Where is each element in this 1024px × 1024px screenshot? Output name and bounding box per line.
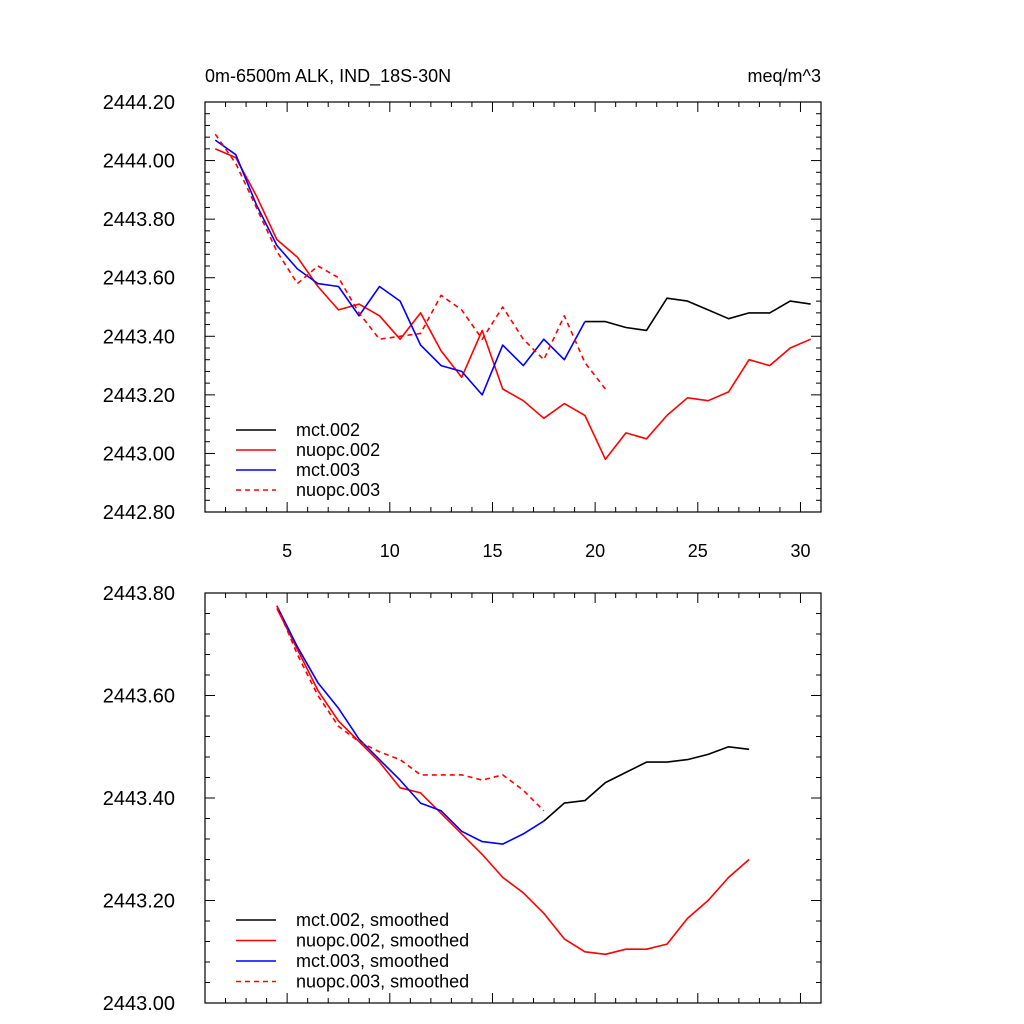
top-y-tick-label: 2444.00 bbox=[103, 151, 175, 173]
top-x-tick-label: 20 bbox=[585, 541, 605, 561]
top-x-tick-label: 15 bbox=[482, 541, 502, 561]
top-x-tick-label: 30 bbox=[790, 541, 810, 561]
top-title-left: 0m-6500m ALK, IND_18S-30N bbox=[205, 66, 451, 87]
bottom-y-tick-label: 2443.60 bbox=[103, 686, 175, 708]
bottom-series-line-0 bbox=[543, 745, 750, 822]
top-panel: 0m-6500m ALK, IND_18S-30N meq/m^3 5 10 15 2… bbox=[103, 66, 822, 561]
top-y-tick-label: 2443.80 bbox=[103, 209, 175, 231]
top-x-tick-label: 25 bbox=[688, 541, 708, 561]
bottom-legend-label-0: mct.002, smoothed bbox=[296, 910, 449, 930]
top-series-line-3 bbox=[214, 133, 607, 390]
bottom-y-tick-label: 2443.20 bbox=[103, 891, 175, 913]
bottom-legend-label-2: mct.003, smoothed bbox=[296, 951, 449, 971]
top-legend-label-2: mct.003 bbox=[296, 460, 360, 480]
top-series-line-1 bbox=[214, 148, 812, 461]
top-title-right: meq/m^3 bbox=[748, 66, 821, 86]
bottom-series-line-1 bbox=[276, 608, 750, 956]
bottom-panel: 2443.00 2443.20 2443.40 2443.60 2443.80 mct.0… bbox=[103, 583, 822, 1015]
bottom-y-tick-label: 2443.00 bbox=[103, 993, 175, 1015]
top-series-line-2 bbox=[214, 139, 586, 396]
top-y-tick-label: 2443.00 bbox=[103, 443, 175, 465]
top-legend-label-3: nuopc.003 bbox=[296, 480, 380, 500]
top-y-tick-label: 2443.20 bbox=[103, 385, 175, 407]
top-x-tick-label: 5 bbox=[282, 541, 292, 561]
bottom-legend-label-3: nuopc.003, smoothed bbox=[296, 972, 469, 992]
top-y-tick-label: 2443.40 bbox=[103, 326, 175, 348]
bottom-y-tick-label: 2443.40 bbox=[103, 788, 175, 810]
top-legend-label-0: mct.002 bbox=[296, 420, 360, 440]
bottom-y-tick-label: 2443.80 bbox=[103, 583, 175, 605]
bottom-series-line-2 bbox=[276, 605, 545, 845]
top-series-line-0 bbox=[584, 297, 811, 332]
bottom-series-line-3 bbox=[276, 605, 545, 812]
top-legend-label-1: nuopc.002 bbox=[296, 440, 380, 460]
top-y-tick-label: 2442.80 bbox=[103, 502, 175, 524]
top-y-tick-label: 2444.20 bbox=[103, 92, 175, 114]
top-x-tick-label: 10 bbox=[380, 541, 400, 561]
top-y-tick-label: 2443.60 bbox=[103, 268, 175, 290]
bottom-legend-label-1: nuopc.002, smoothed bbox=[296, 931, 469, 951]
